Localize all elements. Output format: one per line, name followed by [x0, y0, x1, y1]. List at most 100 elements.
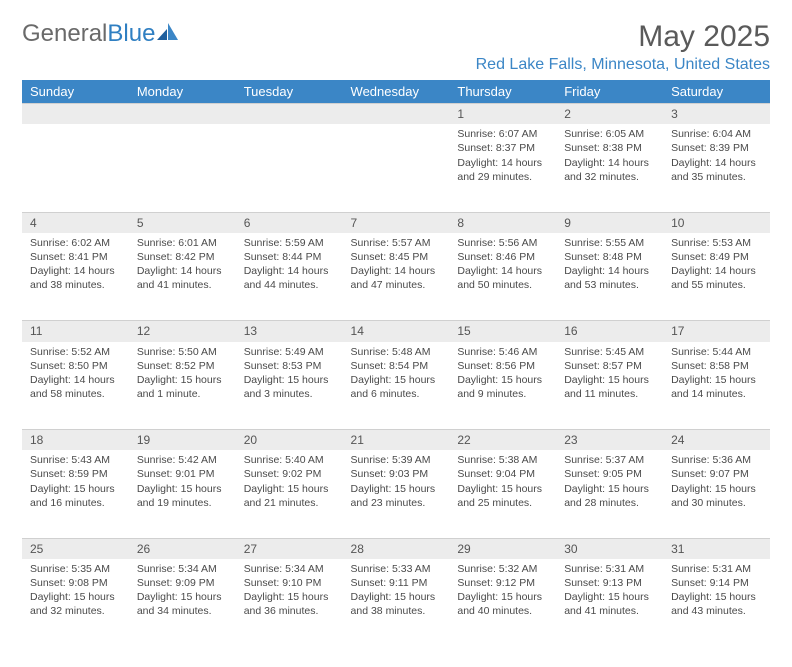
day2-text: and 41 minutes.	[137, 278, 228, 292]
day-content-cell: Sunrise: 5:35 AMSunset: 9:08 PMDaylight:…	[22, 559, 129, 647]
day-number-row: 45678910	[22, 212, 770, 233]
weekday-header: Tuesday	[236, 80, 343, 104]
sunrise-text: Sunrise: 5:44 AM	[671, 345, 762, 359]
day-number-cell: 1	[449, 104, 556, 125]
day-content-cell	[343, 124, 450, 212]
day1-text: Daylight: 15 hours	[244, 482, 335, 496]
sunrise-text: Sunrise: 5:46 AM	[457, 345, 548, 359]
day-number-cell	[236, 104, 343, 125]
day-content-cell: Sunrise: 5:34 AMSunset: 9:09 PMDaylight:…	[129, 559, 236, 647]
day-number-cell: 5	[129, 212, 236, 233]
day2-text: and 29 minutes.	[457, 170, 548, 184]
day2-text: and 6 minutes.	[351, 387, 442, 401]
day-content-cell: Sunrise: 5:31 AMSunset: 9:13 PMDaylight:…	[556, 559, 663, 647]
day1-text: Daylight: 14 hours	[457, 156, 548, 170]
sunset-text: Sunset: 8:52 PM	[137, 359, 228, 373]
sunrise-text: Sunrise: 5:43 AM	[30, 453, 121, 467]
day-number-cell: 11	[22, 321, 129, 342]
day2-text: and 47 minutes.	[351, 278, 442, 292]
weekday-header: Friday	[556, 80, 663, 104]
day1-text: Daylight: 15 hours	[351, 482, 442, 496]
day2-text: and 14 minutes.	[671, 387, 762, 401]
sunset-text: Sunset: 8:48 PM	[564, 250, 655, 264]
day2-text: and 25 minutes.	[457, 496, 548, 510]
day1-text: Daylight: 15 hours	[457, 590, 548, 604]
day-content-cell: Sunrise: 5:44 AMSunset: 8:58 PMDaylight:…	[663, 342, 770, 430]
day-number-row: 25262728293031	[22, 538, 770, 559]
day1-text: Daylight: 14 hours	[30, 264, 121, 278]
day-number-cell: 26	[129, 538, 236, 559]
day1-text: Daylight: 15 hours	[671, 482, 762, 496]
day-number-cell	[343, 104, 450, 125]
day2-text: and 35 minutes.	[671, 170, 762, 184]
day2-text: and 23 minutes.	[351, 496, 442, 510]
day-content-row: Sunrise: 6:02 AMSunset: 8:41 PMDaylight:…	[22, 233, 770, 321]
day-number-cell: 8	[449, 212, 556, 233]
day-content-cell: Sunrise: 6:04 AMSunset: 8:39 PMDaylight:…	[663, 124, 770, 212]
day2-text: and 11 minutes.	[564, 387, 655, 401]
sunset-text: Sunset: 8:56 PM	[457, 359, 548, 373]
weekday-header: Sunday	[22, 80, 129, 104]
sunset-text: Sunset: 8:41 PM	[30, 250, 121, 264]
day1-text: Daylight: 15 hours	[457, 482, 548, 496]
day-number-cell: 28	[343, 538, 450, 559]
day-content-cell: Sunrise: 6:02 AMSunset: 8:41 PMDaylight:…	[22, 233, 129, 321]
sunset-text: Sunset: 9:09 PM	[137, 576, 228, 590]
sunrise-text: Sunrise: 5:57 AM	[351, 236, 442, 250]
sunrise-text: Sunrise: 5:50 AM	[137, 345, 228, 359]
day-content-cell: Sunrise: 5:55 AMSunset: 8:48 PMDaylight:…	[556, 233, 663, 321]
sunset-text: Sunset: 9:10 PM	[244, 576, 335, 590]
weekday-header: Monday	[129, 80, 236, 104]
sunset-text: Sunset: 8:59 PM	[30, 467, 121, 481]
sunrise-text: Sunrise: 5:45 AM	[564, 345, 655, 359]
sunrise-text: Sunrise: 5:55 AM	[564, 236, 655, 250]
day2-text: and 21 minutes.	[244, 496, 335, 510]
day-content-cell: Sunrise: 5:53 AMSunset: 8:49 PMDaylight:…	[663, 233, 770, 321]
day-content-cell: Sunrise: 5:39 AMSunset: 9:03 PMDaylight:…	[343, 450, 450, 538]
day1-text: Daylight: 15 hours	[671, 590, 762, 604]
sunset-text: Sunset: 8:38 PM	[564, 141, 655, 155]
sunrise-text: Sunrise: 6:01 AM	[137, 236, 228, 250]
header: GeneralBlue May 2025 Red Lake Falls, Min…	[22, 20, 770, 74]
day-number-cell: 9	[556, 212, 663, 233]
day1-text: Daylight: 14 hours	[671, 156, 762, 170]
day2-text: and 1 minute.	[137, 387, 228, 401]
day-number-cell	[129, 104, 236, 125]
day-content-cell	[129, 124, 236, 212]
sunrise-text: Sunrise: 5:32 AM	[457, 562, 548, 576]
sunset-text: Sunset: 8:57 PM	[564, 359, 655, 373]
day1-text: Daylight: 15 hours	[30, 482, 121, 496]
day1-text: Daylight: 15 hours	[671, 373, 762, 387]
sunset-text: Sunset: 9:13 PM	[564, 576, 655, 590]
sunrise-text: Sunrise: 5:35 AM	[30, 562, 121, 576]
day-content-cell: Sunrise: 5:57 AMSunset: 8:45 PMDaylight:…	[343, 233, 450, 321]
day-content-row: Sunrise: 5:35 AMSunset: 9:08 PMDaylight:…	[22, 559, 770, 647]
day-number-cell: 19	[129, 430, 236, 451]
day-content-row: Sunrise: 5:52 AMSunset: 8:50 PMDaylight:…	[22, 342, 770, 430]
day-number-cell: 22	[449, 430, 556, 451]
sunset-text: Sunset: 8:46 PM	[457, 250, 548, 264]
day-content-cell: Sunrise: 5:42 AMSunset: 9:01 PMDaylight:…	[129, 450, 236, 538]
day-content-cell: Sunrise: 5:33 AMSunset: 9:11 PMDaylight:…	[343, 559, 450, 647]
sunset-text: Sunset: 8:50 PM	[30, 359, 121, 373]
day-content-cell	[236, 124, 343, 212]
day-content-cell: Sunrise: 5:56 AMSunset: 8:46 PMDaylight:…	[449, 233, 556, 321]
calendar-body: 123Sunrise: 6:07 AMSunset: 8:37 PMDaylig…	[22, 104, 770, 647]
day1-text: Daylight: 14 hours	[457, 264, 548, 278]
day-number-cell: 13	[236, 321, 343, 342]
sunset-text: Sunset: 8:45 PM	[351, 250, 442, 264]
day-number-cell: 6	[236, 212, 343, 233]
day-number-cell: 24	[663, 430, 770, 451]
day-number-cell: 30	[556, 538, 663, 559]
sunset-text: Sunset: 9:14 PM	[671, 576, 762, 590]
day1-text: Daylight: 14 hours	[564, 156, 655, 170]
sunrise-text: Sunrise: 5:56 AM	[457, 236, 548, 250]
day-number-cell: 12	[129, 321, 236, 342]
day-content-cell: Sunrise: 5:43 AMSunset: 8:59 PMDaylight:…	[22, 450, 129, 538]
day-content-cell: Sunrise: 5:52 AMSunset: 8:50 PMDaylight:…	[22, 342, 129, 430]
day2-text: and 55 minutes.	[671, 278, 762, 292]
day1-text: Daylight: 15 hours	[351, 373, 442, 387]
day1-text: Daylight: 15 hours	[564, 590, 655, 604]
sunrise-text: Sunrise: 5:33 AM	[351, 562, 442, 576]
day-number-cell: 14	[343, 321, 450, 342]
